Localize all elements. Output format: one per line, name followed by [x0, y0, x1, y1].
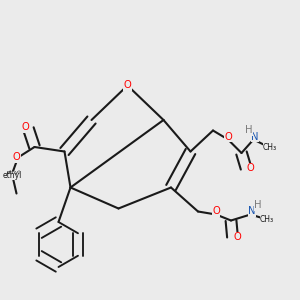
Text: O: O: [212, 206, 220, 217]
Text: N: N: [251, 131, 259, 142]
Text: H: H: [245, 125, 253, 136]
Text: ethyl: ethyl: [2, 171, 22, 180]
Text: O: O: [124, 80, 131, 91]
Text: O: O: [13, 152, 20, 163]
Text: CH₃: CH₃: [263, 142, 277, 152]
Text: O: O: [233, 232, 241, 242]
Text: N: N: [248, 206, 256, 217]
Text: ethyl: ethyl: [7, 170, 20, 175]
Text: H: H: [254, 200, 262, 211]
Text: CH₃: CH₃: [260, 214, 274, 224]
Text: O: O: [247, 163, 254, 173]
Text: O: O: [224, 131, 232, 142]
Text: O: O: [22, 122, 29, 133]
